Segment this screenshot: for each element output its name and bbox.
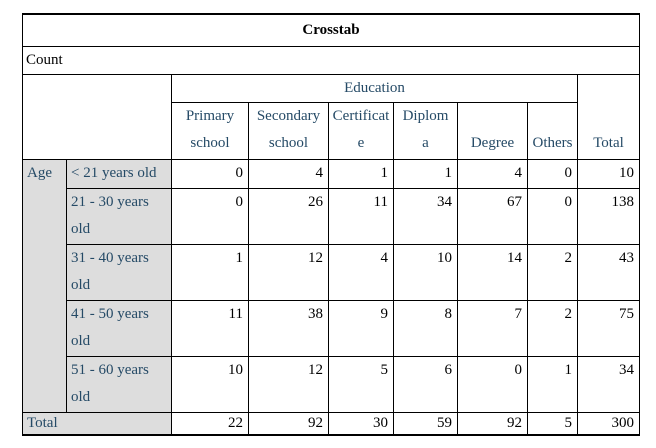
data-cell: 2 [527, 299, 578, 357]
col-header-diploma: Diplom a [393, 101, 458, 160]
total-column-header: Total [577, 73, 640, 160]
column-total-cell: 30 [328, 411, 394, 436]
row-total-cell: 34 [577, 355, 640, 413]
col-header-degree: Degree [457, 101, 528, 160]
total-row-label: Total [22, 411, 172, 436]
data-cell: 1 [171, 243, 249, 301]
data-cell: 1 [393, 158, 458, 189]
row-label-31-40: 31 - 40 years old [66, 243, 172, 301]
data-cell: 11 [328, 187, 394, 245]
data-cell: 6 [393, 355, 458, 413]
data-cell: 1 [527, 355, 578, 413]
col-header-primary-school: Primary school [171, 101, 249, 160]
education-group-header: Education [171, 73, 578, 103]
corner-empty-cell [22, 73, 172, 160]
data-cell: 34 [393, 187, 458, 245]
data-cell: 4 [248, 158, 329, 189]
row-total-cell: 10 [577, 158, 640, 189]
data-cell: 7 [457, 299, 528, 357]
col-header-certificate: Certificat e [328, 101, 394, 160]
data-cell: 0 [527, 158, 578, 189]
row-label-51-60: 51 - 60 years old [66, 355, 172, 413]
data-cell: 4 [457, 158, 528, 189]
row-total-cell: 138 [577, 187, 640, 245]
data-cell: 14 [457, 243, 528, 301]
table-title: Crosstab [22, 13, 640, 47]
column-total-cell: 5 [527, 411, 578, 436]
data-cell: 0 [457, 355, 528, 413]
row-label-41-50: 41 - 50 years old [66, 299, 172, 357]
data-cell: 11 [171, 299, 249, 357]
data-cell: 0 [171, 158, 249, 189]
column-total-cell: 59 [393, 411, 458, 436]
data-cell: 8 [393, 299, 458, 357]
data-cell: 26 [248, 187, 329, 245]
data-cell: 38 [248, 299, 329, 357]
col-header-others: Others [527, 101, 578, 160]
row-label-under-21: < 21 years old [66, 158, 172, 189]
column-total-cell: 22 [171, 411, 249, 436]
crosstab-table: Crosstab Count Education Total Primary s… [22, 13, 640, 436]
data-cell: 2 [527, 243, 578, 301]
col-header-secondary-school: Secondary school [248, 101, 329, 160]
data-cell: 12 [248, 243, 329, 301]
count-label: Count [22, 45, 640, 75]
data-cell: 12 [248, 355, 329, 413]
data-cell: 5 [328, 355, 394, 413]
data-cell: 0 [171, 187, 249, 245]
row-label-21-30: 21 - 30 years old [66, 187, 172, 245]
data-cell: 9 [328, 299, 394, 357]
age-row-group-header: Age [22, 158, 67, 413]
data-cell: 67 [457, 187, 528, 245]
data-cell: 1 [328, 158, 394, 189]
row-total-cell: 75 [577, 299, 640, 357]
data-cell: 10 [171, 355, 249, 413]
data-cell: 10 [393, 243, 458, 301]
row-total-cell: 43 [577, 243, 640, 301]
grand-total-cell: 300 [577, 411, 640, 436]
data-cell: 4 [328, 243, 394, 301]
data-cell: 0 [527, 187, 578, 245]
column-total-cell: 92 [248, 411, 329, 436]
column-total-cell: 92 [457, 411, 528, 436]
